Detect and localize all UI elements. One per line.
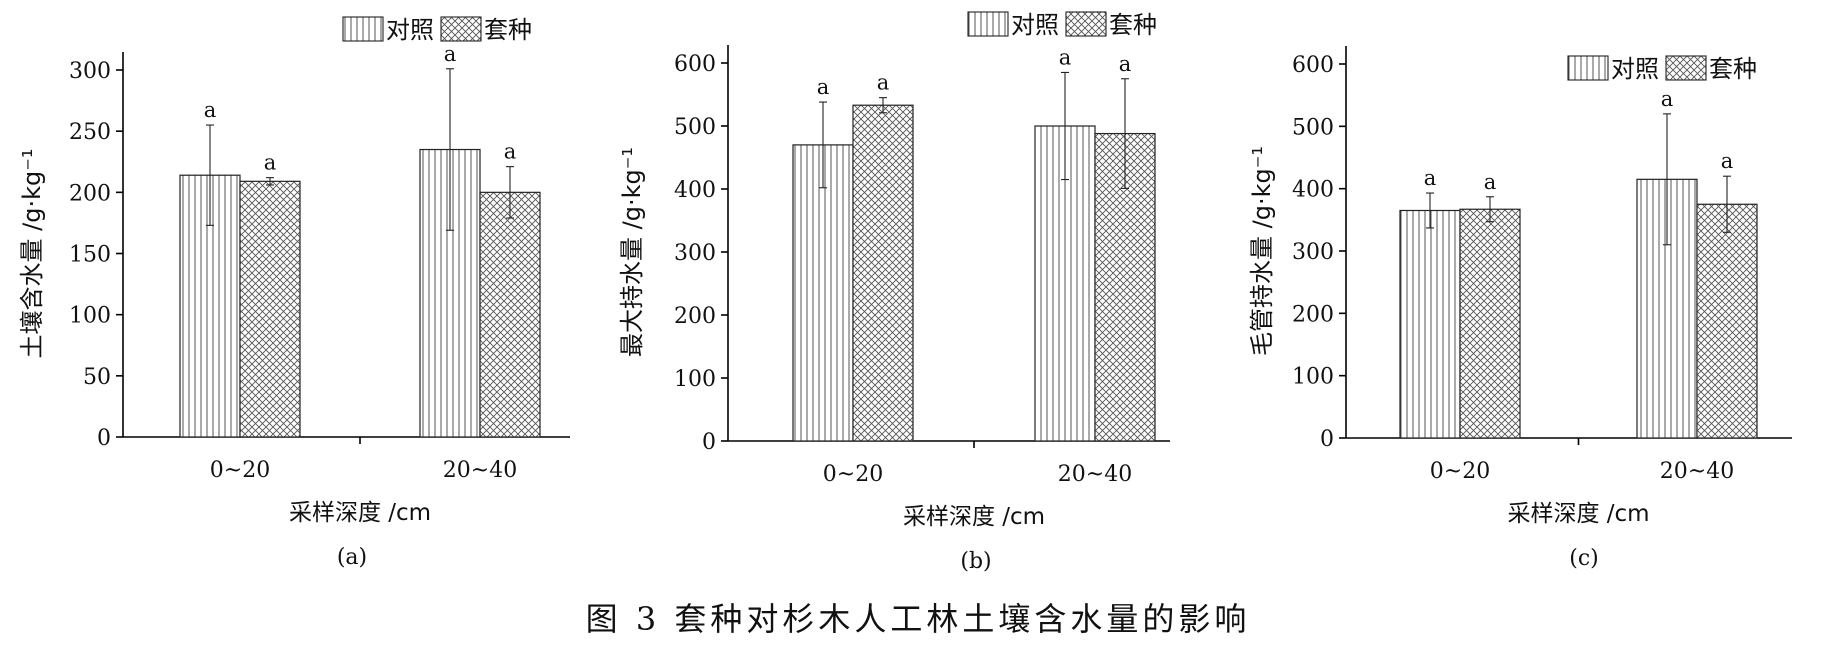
legend-label-control: 对照	[1011, 11, 1059, 39]
y-axis-title: 最大持水量 /g·kg⁻¹	[618, 147, 646, 357]
bar	[852, 104, 914, 442]
x-axis-title: 采样深度 /cm	[289, 500, 431, 526]
y-tick-label: 600	[674, 52, 716, 77]
x-tick-label: 0~20	[1430, 459, 1490, 484]
bar	[1399, 209, 1461, 439]
x-axis-title: 采样深度 /cm	[1507, 501, 1649, 527]
significance-label: a	[1484, 170, 1497, 194]
legend-swatch-control	[342, 16, 384, 42]
legend-swatch-intercrop	[1065, 11, 1107, 37]
y-tick-label: 300	[674, 241, 716, 266]
legend-label-intercrop: 套种	[484, 16, 532, 44]
y-tick-label: 150	[69, 243, 111, 268]
y-tick-label: 0	[1320, 427, 1334, 452]
y-tick-label: 100	[69, 304, 111, 329]
y-tick-label: 50	[83, 365, 111, 390]
significance-label: a	[817, 75, 830, 99]
bar	[1696, 203, 1758, 439]
y-tick-label: 300	[1292, 240, 1334, 265]
bar	[479, 191, 541, 438]
bar	[792, 144, 854, 442]
y-tick-label: 250	[69, 120, 111, 145]
significance-label: a	[1119, 52, 1132, 76]
panel-label: (a)	[337, 545, 367, 570]
significance-label: a	[204, 98, 217, 122]
y-tick-label: 300	[69, 59, 111, 84]
legend-label-control: 对照	[386, 16, 434, 44]
significance-label: a	[264, 151, 277, 175]
panel-label: (b)	[960, 549, 991, 574]
y-tick-label: 0	[97, 426, 111, 451]
legend-label-intercrop: 套种	[1709, 55, 1757, 83]
significance-label: a	[1059, 45, 1072, 69]
y-tick-label: 400	[1292, 178, 1334, 203]
y-axis-title: 毛管持水量 /g·kg⁻¹	[1248, 146, 1276, 356]
panel-label: (c)	[1569, 546, 1599, 571]
y-tick-label: 400	[674, 178, 716, 203]
y-tick-label: 500	[674, 115, 716, 140]
y-tick-label: 100	[1292, 365, 1334, 390]
legend-swatch-intercrop	[440, 16, 482, 42]
significance-label: a	[1721, 149, 1734, 173]
significance-label: a	[1424, 166, 1437, 190]
bar	[1459, 208, 1521, 439]
figure-caption: 图 3 套种对杉木人工林土壤含水量的影响	[586, 600, 1251, 638]
y-tick-label: 500	[1292, 115, 1334, 140]
x-tick-label: 20~40	[1058, 462, 1132, 487]
x-tick-label: 20~40	[1660, 459, 1734, 484]
y-tick-label: 0	[702, 430, 716, 455]
legend-label-intercrop: 套种	[1109, 11, 1157, 39]
significance-label: a	[504, 140, 517, 164]
legend-swatch-control	[967, 11, 1009, 37]
legend-swatch-control	[1567, 55, 1609, 81]
y-tick-label: 600	[1292, 53, 1334, 78]
x-tick-label: 0~20	[823, 462, 883, 487]
chart-panel: 0 50 100 150 200 250 300 0~20 20~40 a a a a 对照 套种土壤含水量…	[18, 16, 570, 570]
legend-label-control: 对照	[1611, 55, 1659, 83]
y-tick-label: 100	[674, 367, 716, 392]
significance-label: a	[877, 71, 890, 95]
significance-label: a	[1661, 87, 1674, 111]
y-tick-label: 200	[1292, 302, 1334, 327]
bar	[239, 180, 301, 438]
y-tick-label: 200	[69, 181, 111, 206]
x-tick-label: 0~20	[210, 458, 270, 483]
x-tick-label: 20~40	[443, 458, 517, 483]
x-axis-title: 采样深度 /cm	[903, 504, 1045, 530]
y-tick-label: 200	[674, 304, 716, 329]
significance-label: a	[444, 42, 457, 66]
legend-swatch-intercrop	[1665, 55, 1707, 81]
y-axis-title: 土壤含水量 /g·kg⁻¹	[18, 149, 46, 359]
